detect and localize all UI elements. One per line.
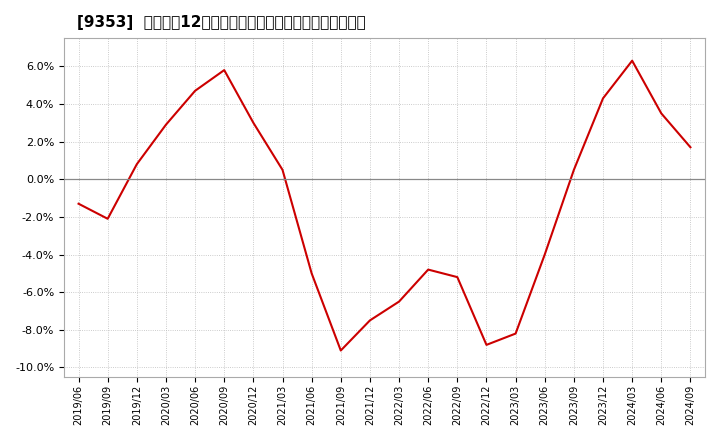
Text: [9353]  売上高の12か月移動合計の対前年同期増減率の推移: [9353] 売上高の12か月移動合計の対前年同期増減率の推移 [77, 15, 366, 30]
